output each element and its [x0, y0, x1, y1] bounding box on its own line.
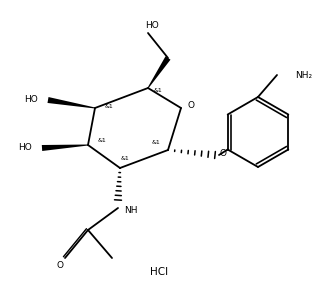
Polygon shape: [148, 56, 170, 88]
Text: HO: HO: [18, 144, 32, 152]
Text: NH: NH: [124, 206, 137, 215]
Text: &1: &1: [105, 103, 114, 108]
Text: O: O: [219, 149, 226, 158]
Text: HO: HO: [24, 96, 38, 105]
Text: HCl: HCl: [150, 267, 168, 277]
Text: NH₂: NH₂: [295, 71, 312, 79]
Text: &1: &1: [121, 156, 129, 161]
Text: &1: &1: [152, 139, 160, 144]
Polygon shape: [47, 97, 95, 108]
Text: O: O: [187, 100, 194, 110]
Text: O: O: [57, 261, 64, 270]
Text: HO: HO: [145, 21, 159, 30]
Text: &1: &1: [98, 139, 107, 144]
Polygon shape: [42, 144, 88, 151]
Text: &1: &1: [154, 88, 162, 93]
